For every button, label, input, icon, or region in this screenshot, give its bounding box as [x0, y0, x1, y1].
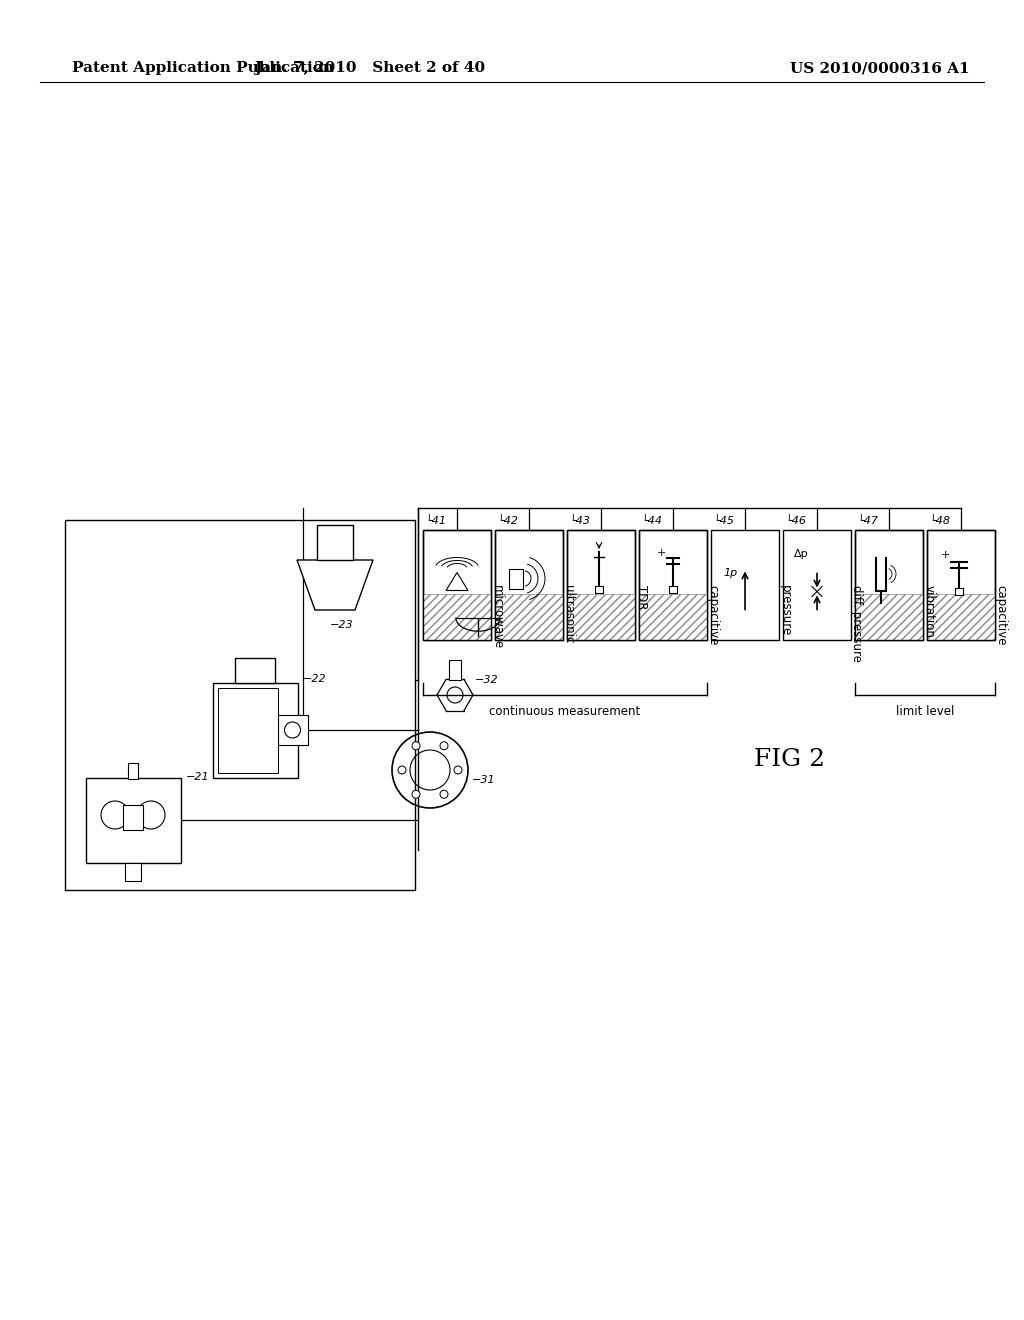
- Bar: [955, 587, 963, 595]
- Bar: [423, 531, 490, 640]
- Text: +: +: [940, 550, 949, 560]
- Bar: [509, 569, 523, 589]
- Bar: [639, 594, 707, 640]
- Bar: [567, 594, 635, 640]
- Bar: [927, 594, 995, 640]
- Text: limit level: limit level: [896, 705, 954, 718]
- Text: └45: └45: [713, 516, 734, 525]
- Text: US 2010/0000316 A1: US 2010/0000316 A1: [790, 61, 970, 75]
- Text: −22: −22: [302, 675, 326, 685]
- Bar: [213, 682, 298, 777]
- Bar: [855, 531, 923, 640]
- Bar: [783, 531, 851, 640]
- Text: └41: └41: [425, 516, 446, 525]
- Bar: [495, 594, 563, 640]
- Polygon shape: [297, 560, 373, 610]
- Circle shape: [440, 791, 449, 799]
- Bar: [125, 862, 141, 880]
- Text: Patent Application Publication: Patent Application Publication: [72, 61, 334, 75]
- Text: −31: −31: [472, 775, 496, 785]
- Bar: [423, 594, 490, 640]
- Bar: [567, 531, 635, 640]
- Circle shape: [412, 791, 420, 799]
- Text: −21: −21: [185, 772, 209, 783]
- Bar: [567, 531, 635, 640]
- Bar: [217, 688, 278, 772]
- Text: pressure: pressure: [778, 585, 792, 636]
- Text: vibration: vibration: [923, 585, 936, 638]
- Bar: [855, 531, 923, 640]
- Polygon shape: [456, 618, 500, 631]
- Text: ultrasonic: ultrasonic: [562, 585, 575, 643]
- Bar: [423, 531, 490, 640]
- Text: FIG 2: FIG 2: [755, 748, 825, 771]
- Bar: [234, 657, 275, 682]
- Bar: [927, 531, 995, 640]
- Bar: [639, 531, 707, 640]
- Circle shape: [454, 766, 462, 774]
- Bar: [85, 777, 180, 862]
- Bar: [128, 763, 138, 779]
- Text: TDR: TDR: [635, 585, 647, 610]
- Bar: [669, 586, 677, 593]
- Text: capacitive: capacitive: [994, 585, 1008, 645]
- Text: continuous measurement: continuous measurement: [489, 705, 641, 718]
- Bar: [855, 594, 923, 640]
- Text: └43: └43: [569, 516, 590, 525]
- Text: capacitive: capacitive: [707, 585, 720, 645]
- Text: └48: └48: [929, 516, 950, 525]
- Circle shape: [398, 766, 406, 774]
- Circle shape: [412, 742, 420, 750]
- Text: └42: └42: [497, 516, 518, 525]
- Text: └46: └46: [785, 516, 806, 525]
- Bar: [317, 525, 353, 560]
- Bar: [495, 531, 563, 640]
- Text: Δp: Δp: [794, 549, 808, 560]
- Text: −23: −23: [330, 620, 353, 630]
- Bar: [927, 531, 995, 640]
- Text: −32: −32: [475, 675, 499, 685]
- Bar: [495, 531, 563, 640]
- Bar: [639, 531, 707, 640]
- Polygon shape: [446, 573, 468, 590]
- Text: microwave: microwave: [490, 585, 504, 649]
- Bar: [123, 805, 143, 830]
- Bar: [65, 520, 415, 890]
- Text: Jan. 7, 2010   Sheet 2 of 40: Jan. 7, 2010 Sheet 2 of 40: [254, 61, 485, 75]
- Text: 1p: 1p: [724, 569, 738, 578]
- Text: diff. pressure: diff. pressure: [851, 585, 863, 663]
- Bar: [449, 660, 461, 680]
- Text: +: +: [656, 548, 666, 558]
- Bar: [595, 586, 603, 593]
- Text: −33: −33: [502, 598, 525, 609]
- Text: └47: └47: [857, 516, 878, 525]
- Bar: [278, 715, 307, 744]
- Bar: [711, 531, 779, 640]
- Text: └44: └44: [641, 516, 662, 525]
- Circle shape: [440, 742, 449, 750]
